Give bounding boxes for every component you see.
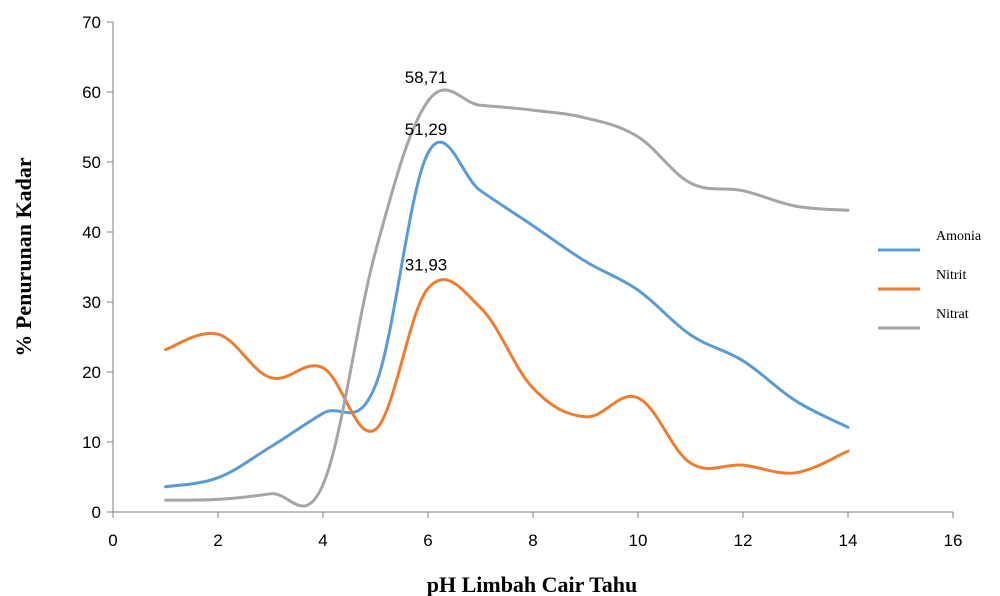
y-tick-label: 60 [82,83,101,102]
y-tick-label: 50 [82,153,101,172]
y-tick-label: 70 [82,13,101,32]
y-tick-label: 10 [82,433,101,452]
series-lines [164,88,850,508]
x-tick-label: 2 [213,531,222,550]
legend: Amonia Nitrit Nitrat [878,229,982,330]
x-tick-label: 12 [734,531,753,550]
x-tick-label: 6 [423,531,432,550]
x-tick-label: 16 [944,531,963,550]
data-labels: 58,71 51,29 31,93 [405,68,448,274]
x-tick-label: 4 [318,531,327,550]
x-tick-label: 14 [839,531,858,550]
axes [107,21,954,518]
y-tick-label: 30 [82,293,101,312]
y-tick-label: 40 [82,223,101,242]
data-label-nitrit: 31,93 [405,255,448,274]
legend-label-amonia: Amonia [936,229,982,244]
x-tick-label: 0 [108,531,117,550]
legend-label-nitrat: Nitrat [936,307,969,322]
y-axis-title: % Penurunan Kadar [11,157,36,356]
series-line-nitrat [164,88,850,508]
data-label-nitrat: 58,71 [405,68,448,87]
legend-label-nitrit: Nitrit [936,268,966,283]
x-axis-title: pH Limbah Cair Tahu [427,572,638,596]
series-line-nitrit [164,278,850,475]
x-tick-label: 8 [528,531,537,550]
x-tick-label: 10 [629,531,648,550]
x-tick-labels: 0 2 4 6 8 10 12 14 16 [108,531,962,550]
series-line-amonia [164,140,850,489]
data-label-amonia: 51,29 [405,120,448,139]
y-tick-label: 20 [82,363,101,382]
y-tick-label: 0 [92,503,101,522]
y-tick-labels: 0 10 20 30 40 50 60 70 [82,13,101,522]
